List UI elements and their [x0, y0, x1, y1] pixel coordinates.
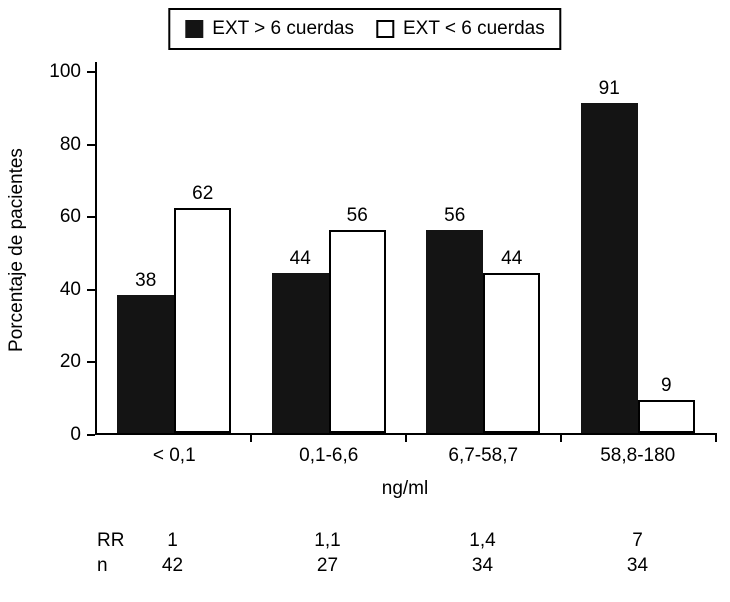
legend-item-ext-gt6: EXT > 6 cuerdas	[185, 18, 354, 40]
bar-value-label: 56	[346, 204, 368, 226]
bar-value-label: 9	[660, 375, 672, 397]
bar-column: 91	[580, 77, 638, 433]
y-tick-label: 60	[59, 206, 81, 228]
rr-row: RR 1 1,1 1,4 7	[95, 528, 715, 553]
bar-ext-gt6	[117, 295, 175, 433]
bar-pair: 91 9	[580, 77, 695, 433]
legend-swatch-light	[376, 20, 394, 38]
bar-ext-lt6	[328, 229, 386, 433]
y-tick-label: 80	[59, 133, 81, 155]
bar-pair: 56 44	[426, 204, 541, 433]
rr-value: 7	[632, 530, 643, 551]
bar-value-label: 44	[289, 248, 311, 270]
bar-column: 44	[271, 248, 329, 433]
bar-ext-lt6	[637, 400, 695, 433]
bar-column: 56	[328, 204, 386, 433]
bar-column: 38	[117, 270, 175, 433]
y-tick-label: 100	[49, 61, 81, 82]
bar-value-label: 56	[444, 204, 466, 226]
bar-column: 56	[426, 204, 484, 433]
rr-value: 1,1	[314, 530, 341, 551]
bar-group: 56 44 6,7-58,7	[406, 62, 561, 466]
legend-item-ext-lt6: EXT < 6 cuerdas	[376, 18, 545, 40]
bar-ext-gt6	[271, 273, 329, 433]
n-row-label: n	[97, 555, 108, 576]
bar-pair: 38 62	[117, 182, 232, 433]
n-value: 34	[471, 555, 494, 576]
x-tick-mark	[250, 433, 252, 442]
x-category-label: 58,8-180	[600, 445, 676, 466]
bar-value-label: 91	[598, 77, 620, 99]
y-tick-mark	[87, 71, 95, 73]
x-tick-mark	[405, 433, 407, 442]
y-axis-title: Porcentaje de pacientes	[6, 148, 27, 352]
bar-ext-lt6	[483, 273, 541, 433]
y-tick-label: 0	[70, 424, 81, 445]
n-value: 27	[316, 555, 339, 576]
bar-ext-lt6	[174, 207, 232, 433]
y-tick-label: 40	[59, 278, 81, 300]
y-tick-mark	[87, 361, 95, 364]
legend-swatch-dark	[185, 20, 204, 38]
bar-pair: 44 56	[271, 204, 386, 433]
plot-area: 0 20 40 60 80 100 38 62 < 0,1 44 56 0,1-6,6 56 44 6,7-…	[49, 61, 717, 466]
x-tick-mark	[715, 433, 717, 442]
bar-group: 91 9 58,8-180	[561, 62, 716, 466]
n-row: n 42 27 34 34	[95, 553, 715, 578]
legend: EXT > 6 cuerdas EXT < 6 cuerdas	[168, 8, 562, 50]
legend-label-ext-lt6: EXT < 6 cuerdas	[403, 18, 545, 39]
y-tick-mark	[87, 143, 95, 146]
y-tick-mark	[87, 434, 95, 436]
y-tick-label: 20	[59, 351, 81, 373]
rr-row-label: RR	[97, 530, 125, 551]
x-axis-title: ng/ml	[381, 478, 429, 499]
stats-rows: RR 1 1,1 1,4 7 n 42 27 34 34	[95, 528, 715, 578]
bar-group: 44 56 0,1-6,6	[252, 62, 407, 466]
rr-value: 1	[167, 530, 178, 551]
x-category-label: 0,1-6,6	[299, 445, 359, 466]
x-category-label: 6,7-58,7	[448, 445, 519, 466]
n-value: 34	[626, 555, 649, 576]
bar-group: 38 62 < 0,1	[97, 62, 252, 466]
rr-value: 1,4	[469, 530, 496, 551]
bar-groups: 38 62 < 0,1 44 56 0,1-6,6 56 44 6,7-58,7 91 9 58,8-…	[97, 62, 716, 466]
bar-ext-gt6	[426, 229, 484, 433]
bar-value-label: 44	[501, 248, 523, 270]
n-value: 42	[161, 555, 184, 576]
y-tick-mark	[87, 216, 95, 219]
bar-column: 44	[483, 248, 541, 433]
bar-value-label: 62	[192, 182, 214, 204]
bar-column: 62	[174, 182, 232, 433]
x-tick-mark	[560, 433, 562, 442]
y-tick-mark	[87, 288, 95, 291]
bar-column: 9	[637, 375, 695, 433]
bar-ext-gt6	[580, 102, 638, 433]
x-category-label: < 0,1	[152, 445, 196, 466]
legend-label-ext-gt6: EXT > 6 cuerdas	[212, 18, 354, 39]
bar-value-label: 38	[135, 270, 157, 292]
